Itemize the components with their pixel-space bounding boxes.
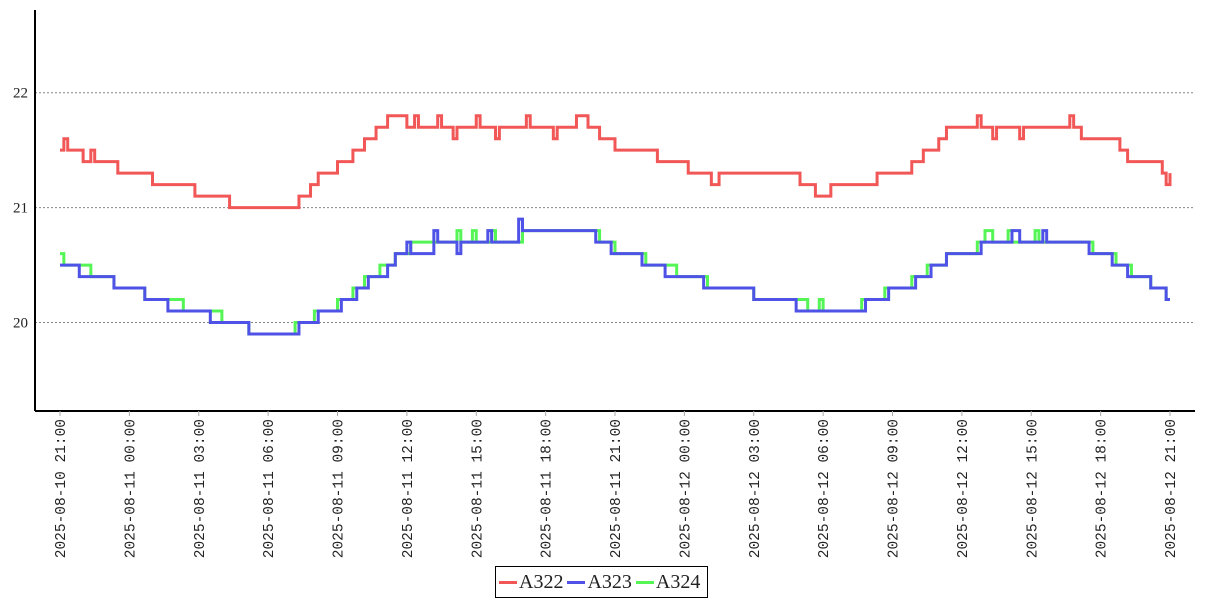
legend-label: A322 [519,570,564,593]
x-tick-label: 2025-08-12 15:00 [1025,419,1041,558]
x-tick-labels: 2025-08-10 21:00 2025-08-11 00:00 2025-08-… [54,411,1180,558]
legend-swatch [499,580,517,584]
x-tick-label: 2025-08-11 03:00 [193,419,209,558]
legend-swatch [635,580,654,584]
x-tick-label: 2025-08-10 21:00 [54,419,70,558]
x-tick-label: 2025-08-12 06:00 [817,419,833,558]
x-tick-label: 2025-08-11 00:00 [123,419,139,558]
legend-item-a322: A322 [499,571,563,594]
x-tick-label: 2025-08-11 21:00 [609,419,625,558]
x-tick-label: 2025-08-12 00:00 [678,419,694,558]
y-tick-label: 20 [13,316,28,332]
series-lines [60,114,1172,336]
axes [34,10,1195,412]
legend: A322 A323 A324 [495,566,709,598]
x-tick-label: 2025-08-11 12:00 [401,419,417,558]
legend-label: A324 [655,570,701,593]
x-tick-label: 2025-08-12 18:00 [1095,419,1111,558]
legend-label: A323 [587,570,632,593]
series-line-a323 [60,217,1170,336]
x-tick-label: 2025-08-12 21:00 [1164,419,1180,558]
y-tick-label: 21 [13,201,28,217]
x-tick-label: 2025-08-12 03:00 [748,419,764,558]
x-tick-label: 2025-08-12 12:00 [956,419,972,558]
x-tick-label: 2025-08-11 18:00 [540,419,556,558]
series-line-a322 [60,114,1172,210]
y-tick-labels: 20 21 22 [13,86,28,332]
x-tick-label: 2025-08-11 15:00 [470,419,486,558]
legend-swatch [567,580,586,584]
x-tick-label: 2025-08-11 09:00 [332,419,348,558]
x-tick-label: 2025-08-11 06:00 [262,419,278,558]
x-tick-label: 2025-08-12 09:00 [887,419,903,558]
legend-item-a323: A323 [567,570,632,594]
legend-item-a324: A324 [635,570,701,594]
series-line-a324 [60,229,1170,336]
y-tick-label: 22 [13,86,28,102]
